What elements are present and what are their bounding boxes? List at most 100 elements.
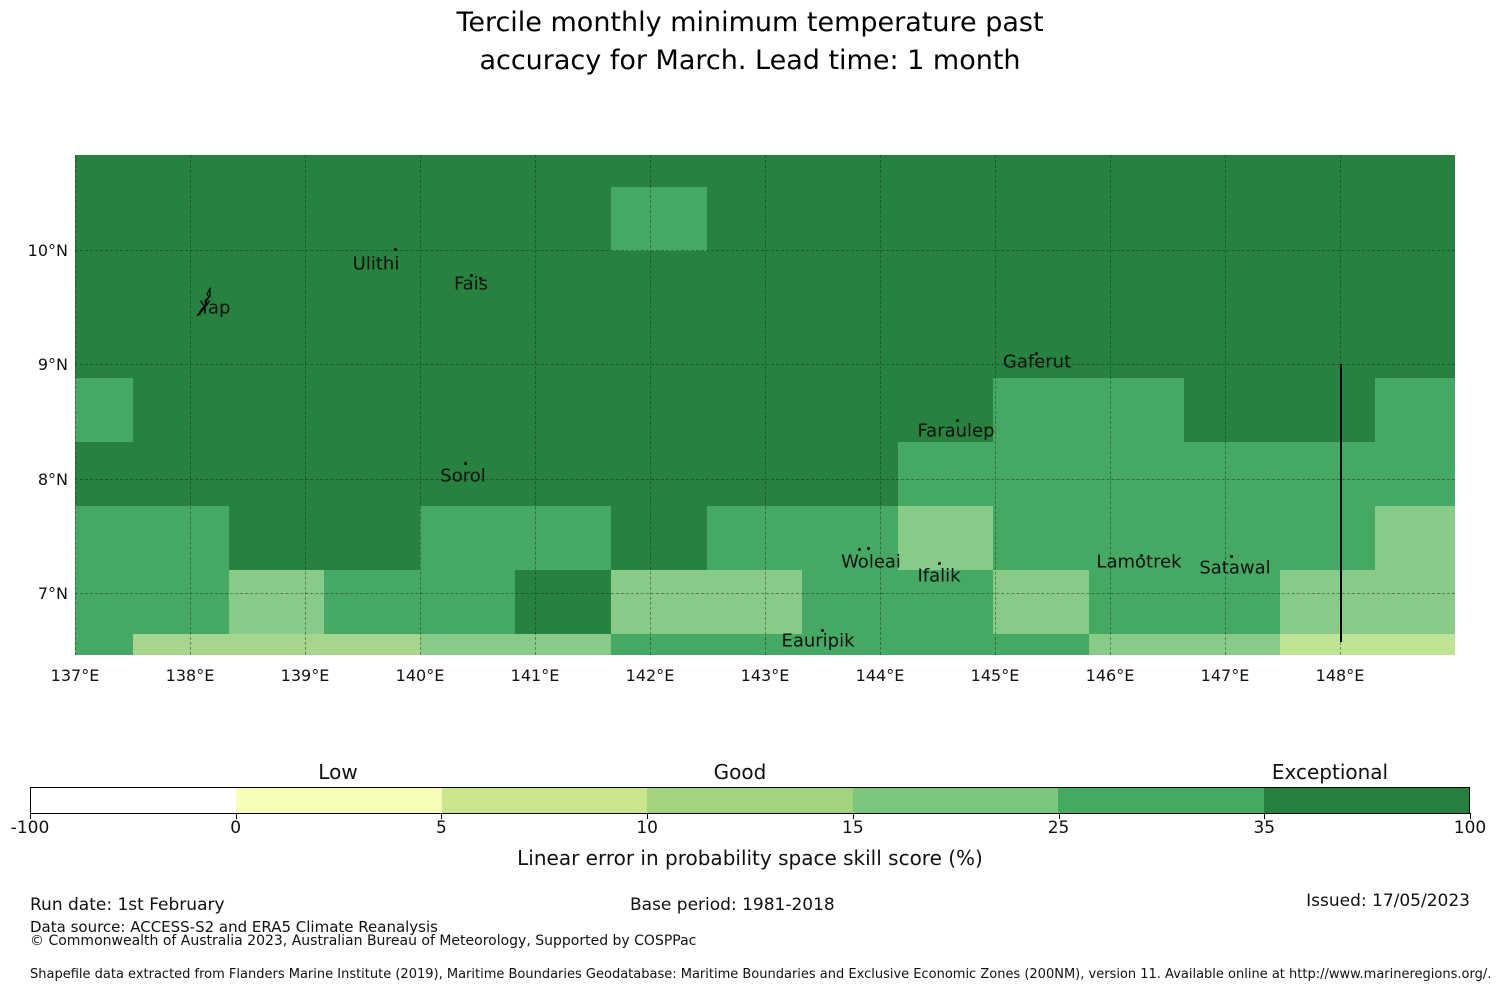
grid-cell [707, 634, 802, 655]
grid-cell [420, 187, 515, 251]
grid-cell [515, 187, 611, 251]
colorbar-tick [30, 813, 31, 819]
x-axis-tick-label: 148°E [1315, 666, 1365, 685]
y-axis-tick-label: 9°N [37, 355, 68, 374]
x-axis-tick-label: 138°E [165, 666, 215, 685]
grid-cell [993, 251, 1089, 315]
grid-cell [229, 187, 324, 251]
grid-cell [1280, 442, 1375, 506]
grid-cell [133, 378, 229, 442]
grid-cell [1184, 187, 1280, 251]
colorbar-segment [441, 788, 648, 813]
grid-cell [75, 155, 133, 187]
grid-cell [229, 315, 324, 378]
colorbar-segment [852, 788, 1059, 813]
colorbar-category-label: Low [318, 760, 358, 784]
grid-cell [229, 570, 324, 634]
shapefile-note-text: Shapefile data extracted from Flanders M… [30, 967, 1492, 982]
grid-cell [611, 634, 707, 655]
grid-cell [1280, 315, 1375, 378]
grid-cell [75, 378, 133, 442]
x-axis-tick-label: 140°E [395, 666, 445, 685]
grid-cell [898, 187, 993, 251]
colorbar-segment [236, 788, 442, 813]
grid-cell [802, 187, 898, 251]
chart-title-line2: accuracy for March. Lead time: 1 month [479, 45, 1021, 76]
grid-cell [993, 634, 1089, 655]
grid-cell [1089, 570, 1184, 634]
grid-cell [515, 378, 611, 442]
grid-cell [611, 251, 707, 315]
grid-cell [515, 315, 611, 378]
y-axis-tick-label: 7°N [37, 584, 68, 603]
island-label-satawal: Satawal [1199, 557, 1271, 579]
yap-island-outline-icon [196, 287, 211, 317]
grid-cell [515, 442, 611, 506]
grid-cell [898, 315, 993, 378]
colorbar [30, 787, 1470, 814]
grid-cell [1375, 187, 1455, 251]
grid-cell [1184, 315, 1280, 378]
grid-cell [420, 251, 515, 315]
grid-cell [1375, 378, 1455, 442]
meridian-gridline [1110, 155, 1111, 655]
island-marker-icon [464, 462, 467, 465]
copyright-text: © Commonwealth of Australia 2023, Austra… [30, 933, 697, 949]
grid-cell [75, 442, 133, 506]
grid-cell [1280, 506, 1375, 570]
grid-cell [133, 442, 229, 506]
grid-cell [1280, 187, 1375, 251]
grid-cell [707, 251, 802, 315]
y-axis-tick-label: 10°N [27, 241, 68, 260]
grid-cell [611, 187, 707, 251]
grid-cell [1375, 506, 1455, 570]
grid-cell [515, 155, 611, 187]
grid-cell [324, 378, 420, 442]
grid-cell [993, 506, 1089, 570]
grid-cell [75, 506, 133, 570]
x-axis-tick-label: 146°E [1085, 666, 1135, 685]
grid-cell [611, 506, 707, 570]
grid-cell [1089, 315, 1184, 378]
island-label-ifalik: Ifalik [917, 565, 961, 587]
meridian-gridline [305, 155, 306, 655]
grid-cell [229, 634, 324, 655]
grid-cell [324, 251, 420, 315]
grid-cell [707, 378, 802, 442]
grid-cell [324, 634, 420, 655]
grid-cell [515, 634, 611, 655]
grid-cell [324, 506, 420, 570]
grid-cell [707, 506, 802, 570]
island-label-woleai: Woleai [841, 551, 901, 573]
grid-cell [75, 251, 133, 315]
colorbar-category-label: Exceptional [1271, 760, 1389, 784]
grid-cell [707, 442, 802, 506]
grid-cell [802, 442, 898, 506]
grid-cell [802, 378, 898, 442]
island-label-gaferut: Gaferut [1002, 351, 1072, 373]
grid-cell [75, 315, 133, 378]
grid-cell [229, 506, 324, 570]
colorbar-tick-label: 5 [436, 818, 447, 838]
island-marker-icon [470, 274, 473, 277]
grid-cell [1375, 570, 1455, 634]
grid-cell [898, 378, 993, 442]
grid-cell [420, 155, 515, 187]
colorbar-tick-label: 15 [842, 818, 864, 838]
colorbar-tick-label: 0 [230, 818, 242, 838]
grid-cell [420, 570, 515, 634]
meridian-gridline [535, 155, 536, 655]
y-axis-tick-label: 8°N [37, 470, 68, 489]
parallel-gridline [75, 479, 1455, 480]
grid-cell [324, 442, 420, 506]
x-axis-tick-label: 137°E [50, 666, 100, 685]
grid-cell [133, 506, 229, 570]
grid-cell [1184, 378, 1280, 442]
colorbar-segment [31, 788, 237, 813]
grid-cell [420, 634, 515, 655]
grid-cell [515, 506, 611, 570]
grid-cell [1375, 442, 1455, 506]
colorbar-segment [647, 788, 853, 813]
grid-cell [324, 155, 420, 187]
colorbar-axis-label: Linear error in probability space skill … [517, 846, 983, 870]
